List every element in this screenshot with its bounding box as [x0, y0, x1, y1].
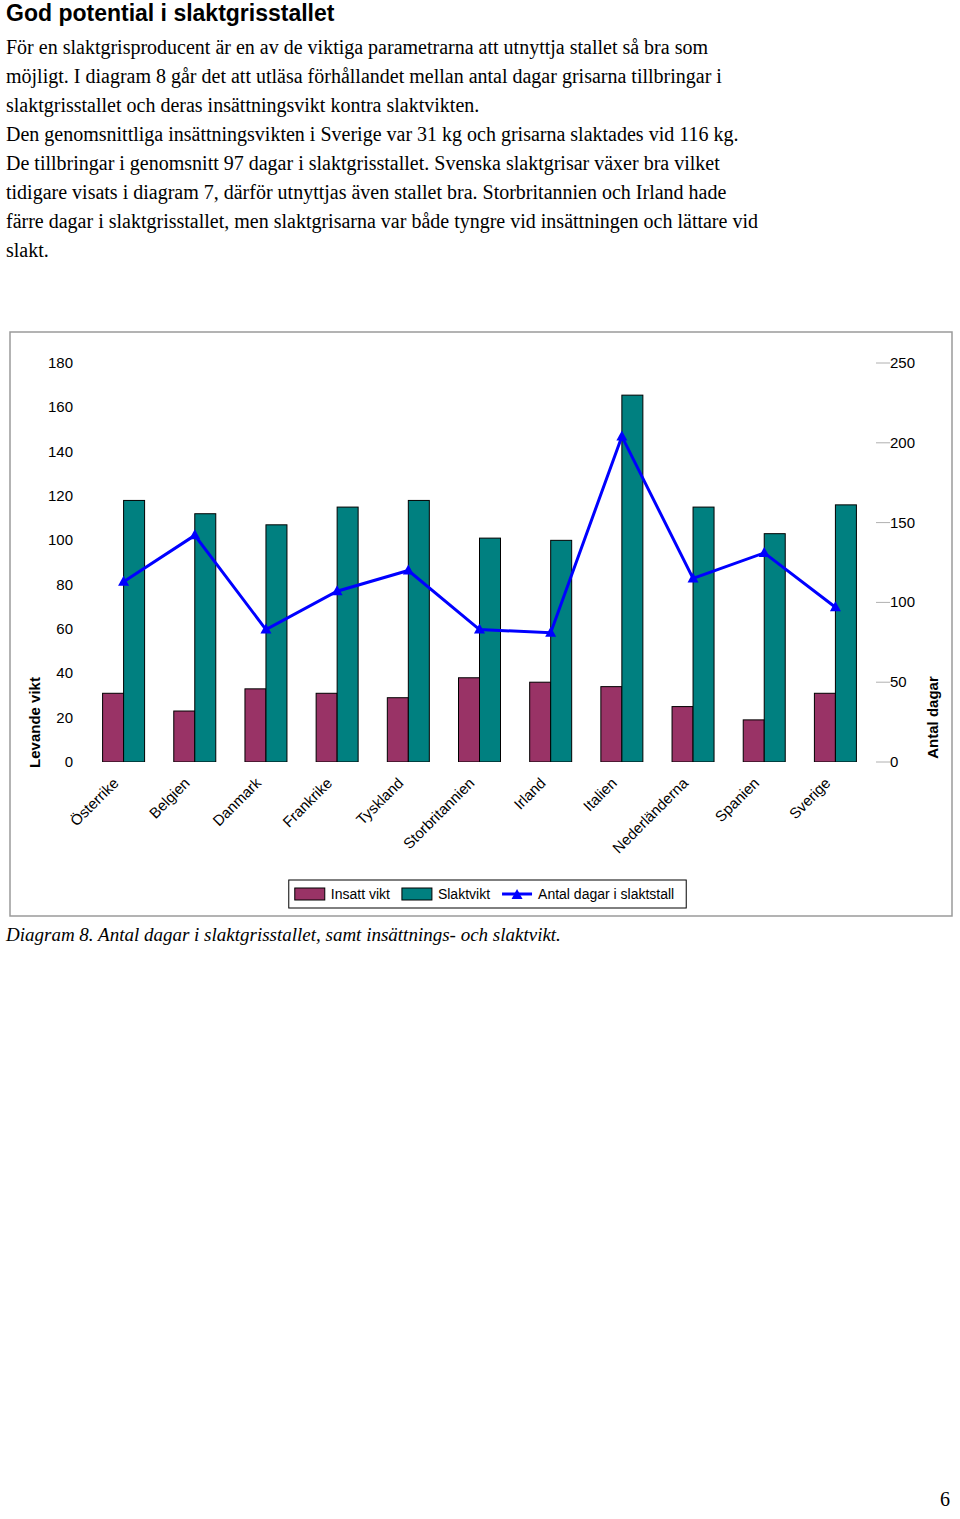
bar: [622, 395, 643, 762]
legend-swatch: [402, 888, 432, 900]
y-tick-label: 120: [48, 487, 73, 504]
bar: [124, 500, 145, 762]
bar: [743, 720, 764, 762]
y2-tick: [876, 602, 890, 603]
y-tick: [84, 584, 88, 585]
y-tick-label: 20: [56, 709, 73, 726]
y-tick-label: 100: [48, 531, 73, 548]
y-tick-label: 140: [48, 443, 73, 460]
y-tick: [84, 451, 88, 452]
category-label: Italien: [580, 774, 620, 814]
marker: [260, 624, 271, 634]
y2-tick-label: 100: [890, 593, 915, 610]
category-label: Österrike: [67, 774, 122, 829]
bar: [316, 693, 337, 762]
marker: [118, 576, 129, 586]
paragraph-line: slakt.: [6, 239, 49, 262]
bar: [387, 698, 408, 762]
category-label: Spanien: [711, 774, 762, 825]
page-number: 6: [940, 1488, 950, 1511]
bar: [408, 500, 429, 762]
y-tick-label: 0: [65, 753, 73, 770]
bar: [551, 540, 572, 762]
category-label: Nederländerna: [609, 774, 692, 857]
chart-frame: [10, 332, 952, 916]
marker: [512, 889, 523, 899]
y2-tick-label: 150: [890, 514, 915, 531]
y2-tick-label: 200: [890, 434, 915, 451]
line: [124, 436, 836, 632]
y-axis-label: Levande vikt: [26, 677, 43, 768]
bar: [480, 538, 501, 762]
y-tick-label: 160: [48, 398, 73, 415]
category-label: Tyskland: [353, 774, 407, 828]
marker: [759, 547, 770, 557]
legend: Insatt vikt Slaktvikt Antal dagar i slakts…: [289, 880, 686, 908]
legend-label: Antal dagar i slaktstall: [538, 886, 674, 902]
paragraph-line: möjligt. I diagram 8 går det att utläsa …: [6, 65, 722, 88]
y-tick: [84, 540, 88, 541]
y2-tick: [876, 363, 890, 364]
y-tick-label: 60: [56, 620, 73, 637]
y-tick-label: 40: [56, 664, 73, 681]
chart: 0 20 40 60 80 100 120 140 160 180 0 50 100 150 200 250 L…: [0, 0, 960, 1519]
bar: [174, 711, 195, 762]
y2-tick: [876, 682, 890, 683]
marker: [830, 601, 841, 611]
plot-marks: [103, 395, 857, 762]
marker: [332, 585, 343, 595]
y-tick: [84, 762, 88, 763]
bar: [814, 693, 835, 762]
category-label: Danmark: [209, 774, 264, 829]
heading: God potential i slaktgrisstallet: [6, 0, 334, 27]
paragraph-line: Den genomsnittliga insättningsvikten i S…: [6, 123, 738, 146]
bar: [459, 678, 480, 762]
legend-swatch: [295, 888, 325, 900]
y-tick-label: 80: [56, 576, 73, 593]
marker: [189, 529, 200, 539]
paragraph-line: färre dagar i slaktgrisstallet, men slak…: [6, 210, 758, 233]
marker: [474, 624, 485, 634]
bar: [103, 693, 124, 762]
y-tick: [84, 363, 88, 364]
bar: [693, 507, 714, 762]
marker: [545, 627, 556, 637]
marker: [688, 572, 699, 582]
paragraph-line: slaktgrisstallet och deras insättningsvi…: [6, 94, 479, 117]
paragraph-line: tidigare visats i diagram 7, därför utny…: [6, 181, 726, 204]
y-tick-label: 180: [48, 354, 73, 371]
y2-tick: [876, 522, 890, 523]
bar: [337, 507, 358, 762]
bar: [835, 505, 856, 762]
caption: Diagram 8. Antal dagar i slaktgrisstalle…: [6, 924, 561, 946]
y-tick: [84, 496, 88, 497]
legend-label: Insatt vikt: [331, 886, 390, 902]
marker: [403, 564, 414, 574]
category-label: Irland: [510, 774, 549, 813]
y2-tick-label: 50: [890, 673, 907, 690]
bar: [266, 525, 287, 762]
y2-tick: [876, 442, 890, 443]
paragraph-line: För en slaktgrisproducent är en av de vi…: [6, 36, 708, 59]
legend-label: Slaktvikt: [438, 886, 490, 902]
category-label: Belgien: [145, 774, 192, 821]
legend-box: [289, 880, 686, 908]
y-tick: [84, 717, 88, 718]
category-label: Frankrike: [279, 774, 335, 830]
y2-axis-label: Antal dagar: [924, 676, 941, 759]
paragraph-line: De tillbringar i genomsnitt 97 dagar i s…: [6, 152, 720, 175]
category-label: Sverige: [786, 774, 834, 822]
y-tick: [84, 407, 88, 408]
bar: [672, 707, 693, 762]
bar: [245, 689, 266, 762]
y2-tick-label: 250: [890, 354, 915, 371]
bar: [530, 682, 551, 762]
y-tick: [84, 673, 88, 674]
bar: [601, 687, 622, 762]
y-tick: [84, 629, 88, 630]
y2-tick: [876, 762, 890, 763]
category-label: Storbritannien: [400, 774, 478, 852]
y2-tick-label: 0: [890, 753, 898, 770]
marker: [616, 430, 627, 440]
